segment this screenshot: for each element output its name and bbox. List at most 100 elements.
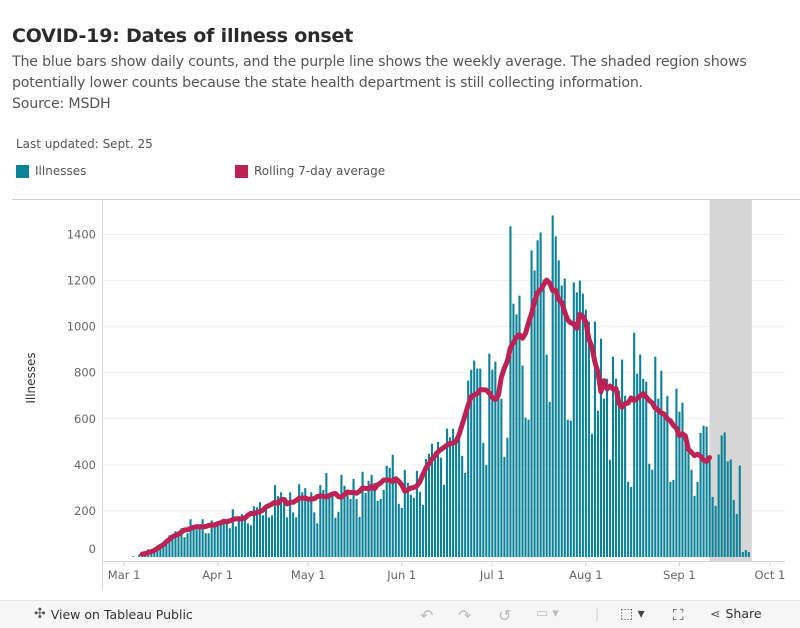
legend-swatch-illnesses	[16, 164, 29, 178]
illness-bar	[624, 395, 627, 557]
illness-bar	[352, 478, 355, 557]
redo-button[interactable]: ↷	[458, 606, 471, 625]
illness-bar	[687, 446, 690, 557]
illness-bar	[720, 435, 723, 557]
illness-bar	[168, 535, 171, 557]
illness-bar	[503, 456, 506, 557]
illness-bar	[560, 285, 563, 557]
chart: 0 200 400 600 800 1000 1200 1400 Mar 1 Apr 1 May …	[12, 199, 800, 590]
illness-bar	[270, 515, 274, 557]
illness-bar	[639, 354, 642, 557]
illness-bar	[373, 482, 376, 557]
legend-item-average[interactable]: Rolling 7-day average	[235, 164, 385, 178]
y-tick-label: 1400	[67, 228, 96, 242]
illness-bar	[633, 332, 636, 557]
illness-bar	[267, 517, 271, 557]
illness-bar	[488, 353, 491, 557]
illness-bar	[590, 433, 593, 557]
illness-bar	[162, 546, 165, 557]
illness-bar	[189, 519, 192, 557]
illness-bar	[153, 552, 156, 557]
y-axis-title: Illnesses	[24, 352, 38, 403]
illness-bar	[331, 495, 334, 557]
illness-bar	[424, 458, 427, 557]
illness-bar	[382, 489, 385, 557]
illness-bar	[669, 481, 672, 557]
illness-bar	[430, 443, 434, 557]
view-on-tableau-label: View on Tableau Public	[50, 606, 193, 622]
illness-bar	[252, 506, 255, 557]
illness-bar	[578, 280, 581, 557]
illness-bar	[261, 515, 265, 557]
view-on-tableau-button[interactable]: ✣ View on Tableau Public	[34, 606, 193, 622]
illness-bar	[216, 522, 219, 557]
illness-bar	[138, 554, 141, 557]
illness-bar	[584, 309, 587, 557]
share-button[interactable]: ⋖ Share	[710, 606, 762, 621]
x-tick-label: Apr 1	[202, 568, 233, 582]
illness-bar	[159, 548, 162, 557]
rolling-average-line	[139, 277, 713, 557]
illness-bar	[551, 215, 554, 557]
illness-bar	[376, 500, 379, 557]
revert-button[interactable]: ↺	[498, 606, 511, 625]
illness-bar	[621, 359, 624, 557]
illness-bar	[397, 503, 400, 557]
illness-bar	[708, 460, 711, 557]
undo-button[interactable]: ↶	[420, 606, 433, 625]
illness-bar	[280, 492, 283, 557]
illness-bar	[225, 521, 228, 557]
illness-bar	[485, 464, 488, 557]
illness-bar	[446, 428, 449, 557]
illness-bar	[569, 420, 572, 557]
illness-bar	[681, 402, 684, 557]
illness-bar	[328, 494, 331, 557]
illness-bar	[264, 507, 268, 557]
y-tick-label: 200	[74, 504, 96, 518]
illness-bar	[527, 419, 530, 557]
y-tick-label: 400	[74, 458, 96, 472]
illness-bar	[545, 354, 548, 557]
illness-bar	[699, 432, 702, 557]
y-tick-label: 800	[74, 366, 96, 380]
illness-bar	[542, 279, 545, 557]
illness-bar	[307, 500, 310, 557]
illness-bar	[132, 556, 135, 557]
illness-bar	[292, 512, 295, 557]
pause-button[interactable]: ▭ ▾	[536, 606, 559, 621]
legend-item-illnesses[interactable]: Illnesses	[16, 164, 86, 178]
source-text: Source: MSDH	[12, 96, 111, 112]
y-tick-label: 1200	[67, 274, 96, 288]
illness-bar	[361, 471, 364, 557]
illness-bar	[479, 368, 482, 557]
illness-bar	[657, 398, 660, 557]
illness-bar	[741, 551, 744, 557]
toolbar-divider: |	[595, 606, 600, 621]
y-tick-label: 600	[74, 412, 96, 426]
chart-subtitle: The blue bars show daily counts, and the…	[12, 52, 792, 115]
illness-bar	[678, 411, 681, 557]
illness-bar	[156, 549, 159, 557]
illness-bar	[524, 417, 527, 557]
pause-icon: ▭ ▾	[536, 606, 559, 621]
illness-bar	[642, 378, 645, 557]
chart-title: COVID-19: Dates of illness onset	[12, 25, 354, 47]
illness-bar	[467, 380, 470, 557]
download-button[interactable]: ⬚ ▾	[620, 606, 645, 622]
illness-bar	[726, 461, 729, 557]
illness-bar	[702, 425, 705, 557]
illness-bar	[611, 356, 615, 557]
illness-bar	[482, 442, 485, 557]
illness-bar	[464, 472, 467, 557]
illness-bar	[630, 486, 633, 557]
illness-bar	[530, 250, 533, 557]
fullscreen-icon: ⛶	[673, 606, 684, 624]
illness-bar	[518, 295, 521, 557]
y-tick-label: 0	[89, 542, 96, 556]
illness-bar	[343, 485, 346, 557]
fullscreen-button[interactable]: ⛶	[673, 606, 684, 624]
x-tick-label: Aug 1	[569, 568, 602, 582]
illness-bar	[494, 361, 497, 557]
illness-bar	[735, 513, 738, 557]
illness-bar	[415, 470, 418, 557]
